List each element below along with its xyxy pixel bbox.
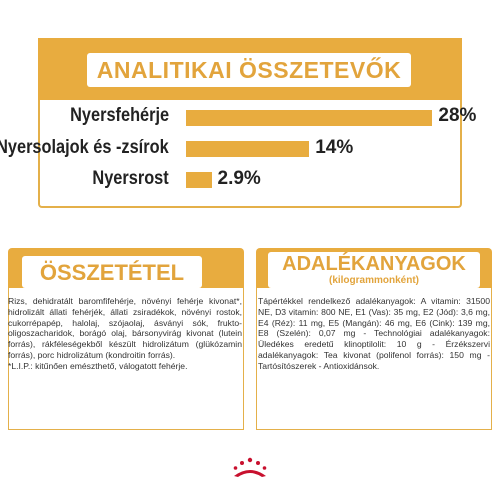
analytical-frame bbox=[38, 38, 462, 208]
analytical-title: ANALITIKAI ÖSSZETEVŐK bbox=[96, 56, 402, 83]
composition-panel bbox=[8, 288, 244, 430]
additives-panel bbox=[256, 288, 492, 430]
value-fibre: 2.9% bbox=[217, 168, 261, 189]
value-fat: 14% bbox=[315, 137, 354, 158]
value-protein: 28% bbox=[438, 105, 477, 126]
additives-body: Tápértékkel rendelkező adalékanyagok: A … bbox=[258, 296, 490, 372]
analytical-title-box: ANALITIKAI ÖSSZETEVŐK bbox=[87, 53, 411, 87]
row-label-protein: Nyersfehérje bbox=[69, 105, 169, 126]
row-label-fibre: Nyersrost bbox=[92, 168, 169, 189]
additives-title: ADALÉKANYAGOK bbox=[282, 253, 466, 275]
bar-protein bbox=[186, 110, 433, 126]
royal-canin-crown-icon bbox=[233, 457, 267, 477]
additives-text: Tápértékkel rendelkező adalékanyagok: A … bbox=[258, 296, 490, 371]
composition-title-box: ÖSSZETÉTEL bbox=[22, 256, 202, 288]
composition-text: Rizs, dehidratált baromfifehérje, növény… bbox=[8, 296, 242, 360]
composition-title: ÖSSZETÉTEL bbox=[39, 259, 185, 285]
bar-fibre bbox=[186, 172, 212, 188]
composition-footnote: *L.I.P.: kitűnően emészthető, válogatott… bbox=[8, 360, 188, 371]
bar-fat bbox=[186, 141, 310, 157]
row-label-fat: Nyersolajok és -zsírok bbox=[0, 137, 169, 158]
composition-body: Rizs, dehidratált baromfifehérje, növény… bbox=[8, 296, 242, 372]
additives-subtitle: (kilogrammonként) bbox=[328, 275, 419, 286]
additives-title-box: ADALÉKANYAGOK (kilogrammonként) bbox=[268, 252, 480, 288]
